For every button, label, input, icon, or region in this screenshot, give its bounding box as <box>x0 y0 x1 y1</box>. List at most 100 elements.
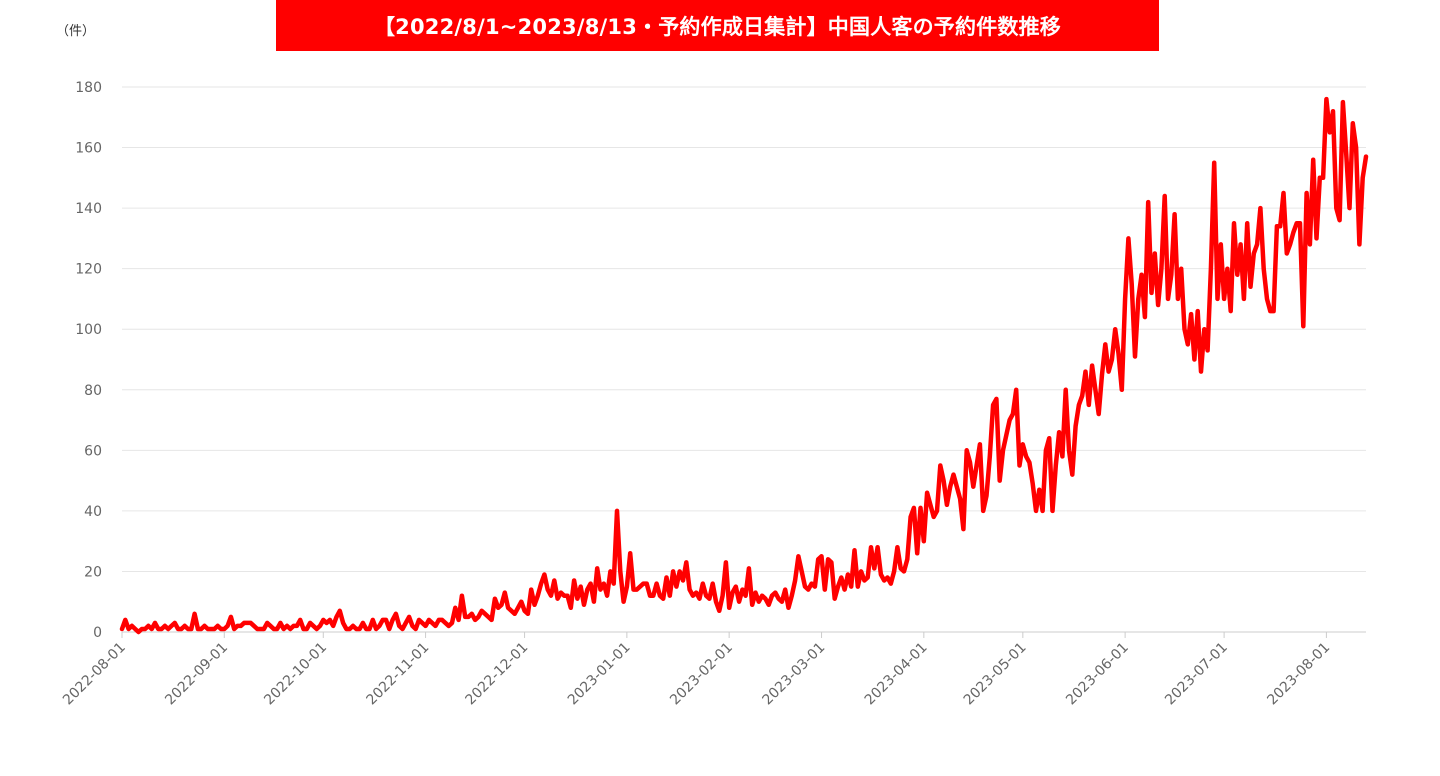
data-point <box>296 625 298 627</box>
data-point <box>639 586 641 588</box>
data-point <box>603 583 605 585</box>
data-point <box>401 628 404 630</box>
data-point <box>1322 177 1324 179</box>
y-tick-label: 160 <box>75 141 102 157</box>
data-point <box>1329 131 1331 133</box>
data-point <box>1279 225 1281 227</box>
data-point <box>1038 489 1040 491</box>
data-point <box>731 592 734 594</box>
data-point <box>1127 237 1129 239</box>
data-point <box>705 595 707 597</box>
data-point <box>283 628 285 630</box>
data-point <box>210 628 212 630</box>
data-point <box>286 625 288 627</box>
data-point <box>840 576 842 579</box>
data-point <box>260 628 262 630</box>
data-point <box>827 558 829 560</box>
data-point <box>477 616 479 618</box>
y-tick-label: 20 <box>84 564 102 580</box>
y-axis-unit-label: （件） <box>56 24 96 39</box>
x-tick-label: 2023-02-01 <box>667 640 736 709</box>
data-point <box>448 625 450 627</box>
data-point <box>929 504 932 506</box>
data-point <box>722 595 724 597</box>
data-point <box>1282 192 1285 194</box>
data-point <box>679 570 681 573</box>
data-point <box>362 622 364 624</box>
data-point <box>1147 201 1149 203</box>
data-point <box>557 598 559 600</box>
data-point <box>1286 252 1288 255</box>
y-tick-label: 0 <box>93 625 102 641</box>
x-tick-label: 2022-11-01 <box>364 640 433 709</box>
data-point <box>144 628 146 630</box>
data-point <box>787 607 790 609</box>
data-point <box>748 567 750 570</box>
data-point <box>316 628 318 630</box>
data-point <box>685 561 687 564</box>
data-point <box>1055 464 1057 467</box>
data-point <box>322 619 324 621</box>
data-point <box>217 625 219 627</box>
data-point <box>1058 431 1060 433</box>
data-point <box>1210 268 1212 270</box>
data-point <box>616 510 618 512</box>
data-point <box>629 552 631 554</box>
data-point <box>669 595 671 597</box>
data-point <box>860 570 862 573</box>
data-point <box>1342 101 1344 103</box>
data-point <box>794 579 796 582</box>
data-point <box>1104 343 1106 345</box>
data-point <box>1137 298 1139 300</box>
data-point <box>121 628 123 630</box>
data-point <box>382 619 384 621</box>
data-point <box>1051 510 1054 512</box>
data-point <box>1071 474 1073 476</box>
data-point <box>725 561 727 564</box>
data-point <box>791 595 793 597</box>
data-point <box>1134 355 1136 358</box>
data-point <box>543 573 546 576</box>
data-point <box>863 579 866 582</box>
data-point <box>784 589 786 591</box>
data-point <box>1332 110 1334 112</box>
data-point <box>1160 268 1162 270</box>
data-point <box>764 598 767 600</box>
data-point <box>415 628 417 630</box>
data-point <box>137 631 140 633</box>
data-point <box>1141 274 1143 276</box>
data-point <box>636 589 638 591</box>
series-line <box>119 96 1369 635</box>
data-point <box>372 619 374 621</box>
data-point <box>339 610 341 612</box>
data-point <box>708 598 711 600</box>
data-point <box>652 595 654 597</box>
x-tick-label: 2022-09-01 <box>162 640 231 709</box>
data-point <box>560 592 562 594</box>
data-point <box>464 616 466 618</box>
data-point <box>1150 292 1153 294</box>
data-point <box>454 607 456 609</box>
data-point <box>632 589 635 591</box>
data-point <box>771 595 773 597</box>
data-point <box>893 570 895 573</box>
data-point <box>524 610 526 612</box>
data-point <box>187 628 189 630</box>
data-point <box>500 604 503 606</box>
data-point <box>1273 310 1275 312</box>
data-point <box>570 607 572 609</box>
data-point <box>411 625 413 627</box>
data-point <box>1259 207 1261 209</box>
data-point <box>853 549 856 551</box>
chart-title-banner: 【2022/8/1~2023/8/13・予約作成日集計】中国人客の予約件数推移 <box>276 0 1159 51</box>
data-point <box>1048 437 1050 439</box>
data-point <box>157 628 159 630</box>
data-point <box>124 619 126 621</box>
data-point <box>151 628 153 630</box>
y-tick-label: 140 <box>75 201 102 217</box>
data-point <box>1061 455 1063 457</box>
data-point <box>1365 156 1367 158</box>
data-point <box>1183 328 1186 330</box>
data-point <box>1144 316 1146 318</box>
data-point <box>916 552 918 554</box>
